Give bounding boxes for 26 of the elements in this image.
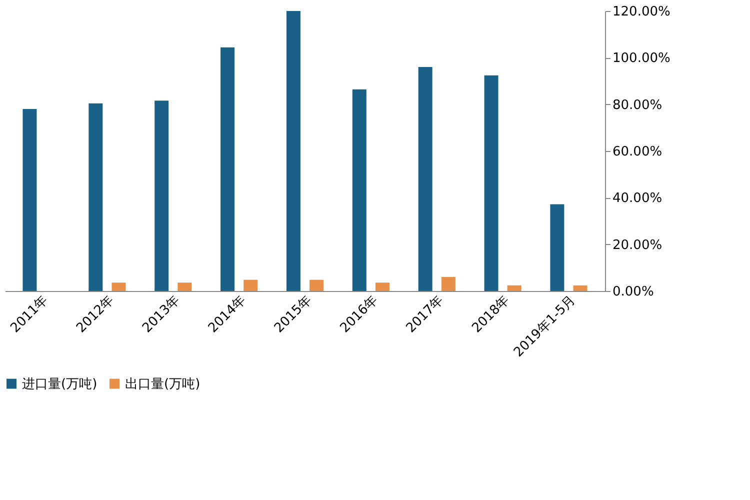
bar — [507, 285, 522, 291]
bar — [220, 47, 235, 291]
y2-tick-label: 0.00% — [612, 284, 654, 300]
y2-tick-label: 120.00% — [612, 4, 670, 20]
y2-tick-label: 40.00% — [612, 191, 662, 206]
y2-tick-label: 100.00% — [612, 51, 670, 66]
bar — [484, 75, 498, 291]
y2-tick-label: 20.00% — [612, 238, 662, 253]
bar — [441, 277, 456, 291]
bar — [375, 282, 390, 291]
bar — [550, 204, 564, 291]
bar — [286, 11, 300, 291]
bar — [418, 67, 432, 291]
bar — [244, 280, 258, 291]
bar — [352, 89, 366, 291]
bar — [112, 282, 126, 291]
bar — [178, 282, 192, 291]
bar — [154, 100, 169, 291]
legend-label: 出口量(万吨) — [125, 376, 200, 392]
bar — [88, 103, 103, 291]
bar — [22, 109, 37, 291]
legend-label: 进口量(万吨) — [22, 376, 98, 392]
bar — [310, 280, 324, 291]
bar — [573, 285, 588, 291]
y2-tick-label: 60.00% — [612, 144, 662, 160]
y2-tick-label: 80.00% — [612, 98, 662, 113]
